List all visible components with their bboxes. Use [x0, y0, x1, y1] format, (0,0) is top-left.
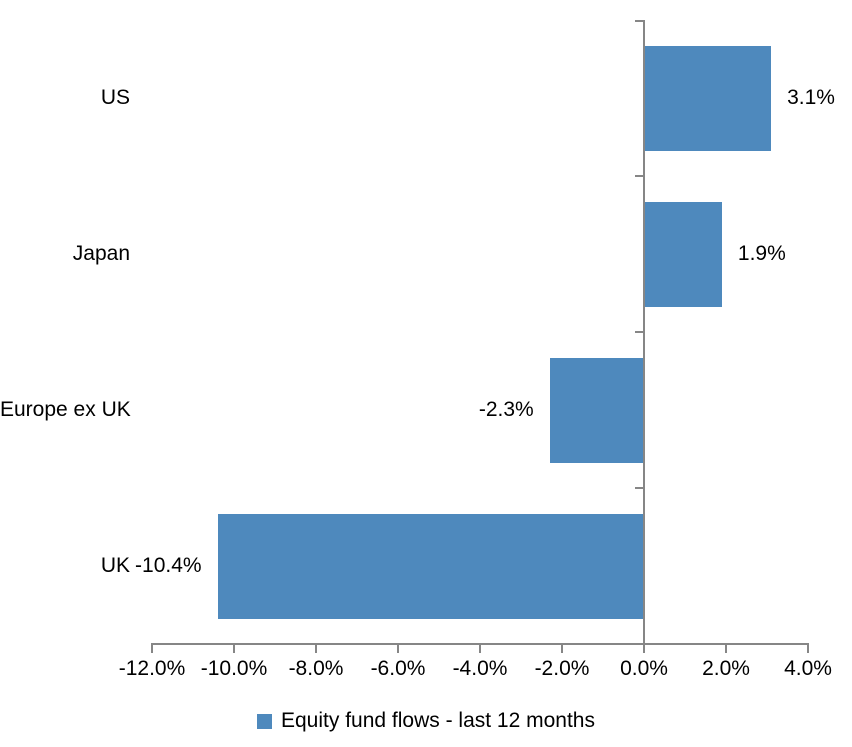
x-axis-tick-label: 0.0% [620, 657, 668, 680]
category-label-japan: Japan [72, 242, 130, 265]
bar-europe-ex-uk [549, 357, 644, 463]
x-axis-tick-label: -2.0% [534, 657, 590, 680]
x-axis-tick-label: -4.0% [452, 657, 508, 680]
x-axis-tick [233, 645, 235, 653]
x-axis-tick-label: 4.0% [784, 657, 832, 680]
category-label-us: US [100, 86, 130, 109]
value-label-uk: -10.4% [135, 554, 202, 577]
plot-area: US 3.1% Japan 1.9% Europe ex UK -2.3% UK -10.4%… [0, 20, 835, 680]
bar-uk [217, 513, 644, 619]
chart-legend: Equity fund flows - last 12 months [0, 708, 852, 734]
x-axis-tick [643, 645, 645, 653]
legend-swatch-icon [257, 713, 272, 729]
x-axis-tick-label: -8.0% [288, 657, 344, 680]
y-axis-tick [635, 20, 643, 22]
x-axis-tick [479, 645, 481, 653]
y-axis-tick [635, 331, 643, 333]
x-axis-tick [315, 645, 317, 653]
x-axis-tick-label: -10.0% [200, 657, 268, 680]
category-label-uk: UK [100, 554, 130, 577]
value-label-europe-ex-uk: -2.3% [478, 398, 534, 421]
x-axis-line [151, 643, 809, 645]
category-label-europe-ex-uk: Europe ex UK [0, 398, 131, 421]
value-label-japan: 1.9% [737, 242, 786, 265]
x-axis-tick-label: -12.0% [118, 657, 186, 680]
legend-label: Equity fund flows - last 12 months [281, 709, 595, 732]
y-axis-tick [635, 175, 643, 177]
bar-japan [644, 201, 722, 307]
y-axis-tick [635, 487, 643, 489]
x-axis-tick [725, 645, 727, 653]
x-axis-tick [561, 645, 563, 653]
x-axis-tick [397, 645, 399, 653]
value-label-us: 3.1% [787, 86, 835, 109]
y-axis-line [643, 20, 645, 644]
x-axis-tick [151, 645, 153, 653]
x-axis-tick-label: 2.0% [702, 657, 750, 680]
x-axis-tick-label: -6.0% [370, 657, 426, 680]
bar-us [644, 45, 772, 151]
x-axis-tick [807, 645, 809, 653]
